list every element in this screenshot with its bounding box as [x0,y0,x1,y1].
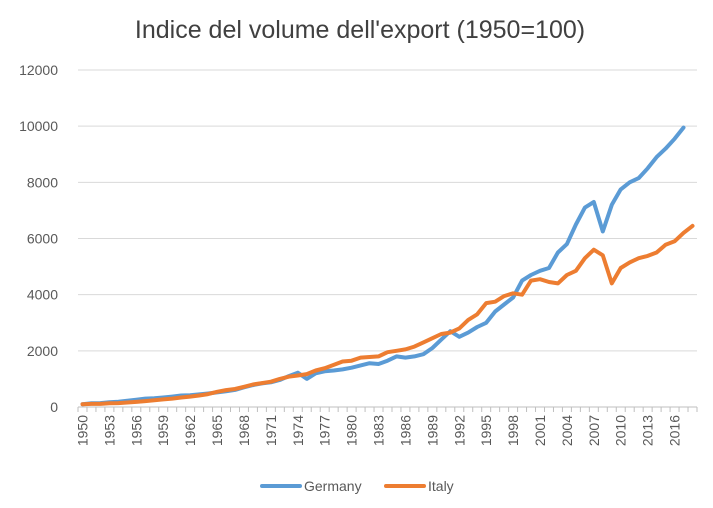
x-tick-label: 1983 [371,415,387,446]
y-tick-label: 10000 [19,118,58,134]
x-axis-tick-labels: 1950 1953 1956 1959 1962 1965 1968 1971 1974 1977… [74,407,698,446]
x-tick-label: 2010 [613,415,629,446]
y-axis-tick-labels: 0 2000 4000 6000 8000 10000 12000 [19,62,58,415]
x-tick-label: 1953 [101,415,117,446]
y-tick-label: 2000 [27,343,58,359]
y-tick-label: 8000 [27,174,58,190]
legend-label-italy: Italy [428,478,454,494]
x-tick-label: 1995 [478,415,494,446]
x-tick-label: 1962 [182,415,198,446]
y-tick-label: 4000 [27,287,58,303]
y-tick-label: 0 [50,399,58,415]
y-tick-label: 6000 [27,231,58,247]
series-lines [80,125,695,407]
chart-title: Indice del volume dell'export (1950=100) [135,16,585,44]
x-tick-label: 1950 [74,415,90,446]
x-tick-label: 1968 [236,415,252,446]
x-tick-label: 1992 [451,415,467,446]
x-tick-label: 2013 [640,415,656,446]
x-tick-label: 1989 [424,415,440,446]
x-tick-label: 1977 [317,415,333,446]
x-tick-label: 1965 [209,415,225,446]
x-tick-label: 2004 [559,415,575,446]
x-tick-label: 2007 [586,415,602,446]
series-line-italy [80,223,695,407]
x-tick-label: 2001 [532,415,548,446]
x-tick-label: 1986 [397,415,413,446]
legend-label-germany: Germany [304,478,362,494]
x-tick-label: 1956 [128,415,144,446]
x-tick-label: 1998 [505,415,521,446]
x-tick-label: 1974 [290,415,306,446]
x-tick-label: 1959 [155,415,171,446]
legend: Germany Italy [260,478,454,494]
x-tick-label: 2016 [667,415,683,446]
y-tick-label: 12000 [19,62,58,78]
x-tick-label: 1971 [263,415,279,446]
x-tick-label: 1980 [344,415,360,446]
